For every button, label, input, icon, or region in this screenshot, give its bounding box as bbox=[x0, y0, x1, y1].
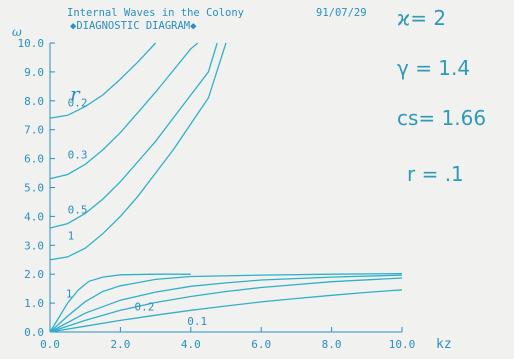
chart-date: 91/07/29 bbox=[316, 7, 367, 19]
y-axis-label: ω bbox=[12, 25, 22, 39]
y-tick-label: 1.0 bbox=[24, 297, 44, 310]
y-tick-label: 8.0 bbox=[24, 95, 44, 108]
param-kappa: ϰ= 2 bbox=[397, 6, 447, 30]
curve-label: 0.1 bbox=[187, 315, 207, 328]
x-tick-label: 4.0 bbox=[181, 338, 201, 351]
series-line bbox=[49, 42, 199, 180]
series-line bbox=[49, 42, 227, 261]
x-axis-label: kz bbox=[436, 337, 452, 352]
curve-label: 1 bbox=[66, 287, 73, 300]
y-tick-label: 4.0 bbox=[24, 210, 44, 223]
x-tick-label: 2.0 bbox=[110, 338, 130, 351]
x-tick-label: 10.0 bbox=[389, 338, 416, 351]
param-gamma: γ = 1.4 bbox=[397, 56, 471, 80]
chart-subtitle: ◆DIAGNOSTIC DIAGRAM◆ bbox=[70, 20, 197, 32]
curve-label: 0.5 bbox=[68, 204, 88, 217]
series-line bbox=[49, 272, 403, 333]
x-tick-label: 0.0 bbox=[40, 338, 60, 351]
curve-label: 0.2 bbox=[68, 97, 88, 110]
series-line bbox=[49, 277, 403, 333]
param-r: r = .1 bbox=[407, 162, 464, 186]
y-tick-label: 5.0 bbox=[24, 182, 44, 195]
series-line bbox=[49, 42, 157, 119]
curve-label: 0.2 bbox=[134, 300, 154, 313]
x-tick-label: 6.0 bbox=[251, 338, 271, 351]
series-line bbox=[49, 289, 403, 333]
y-tick-label: 0.0 bbox=[24, 326, 44, 339]
y-tick-label: 3.0 bbox=[24, 239, 44, 252]
y-tick-label: 7.0 bbox=[24, 124, 44, 137]
y-tick-label: 6.0 bbox=[24, 153, 44, 166]
legend-symbol-r: r bbox=[70, 82, 81, 106]
y-tick-label: 10.0 bbox=[18, 37, 45, 50]
x-tick-label: 8.0 bbox=[322, 338, 342, 351]
y-tick-label: 2.0 bbox=[24, 268, 44, 281]
curve-label: 0.3 bbox=[68, 149, 88, 162]
y-tick-label: 9.0 bbox=[24, 66, 44, 79]
series-line bbox=[49, 274, 403, 333]
series-line bbox=[49, 42, 218, 229]
chart-title: Internal Waves in the Colony bbox=[67, 7, 244, 19]
series-line bbox=[49, 273, 191, 333]
curve-label: 1 bbox=[68, 230, 75, 243]
param-cs: cs= 1.66 bbox=[397, 106, 487, 130]
